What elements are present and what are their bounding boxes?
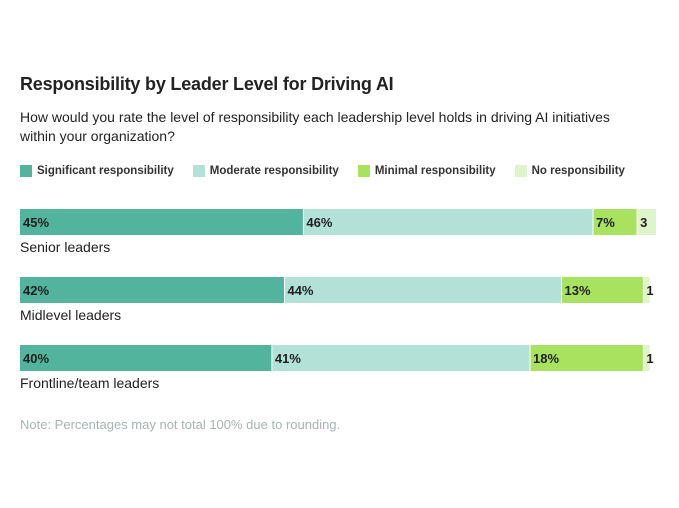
legend-item-significant: Significant responsibility [20, 165, 174, 177]
data-label-frontline-team-leaders-significant-responsibility: 40% [23, 351, 49, 366]
bar-midlevel-leaders-minimal-responsibility [561, 277, 644, 303]
legend-label-minimal: Minimal responsibility [374, 165, 496, 177]
bar-frontline-team-leaders-no-responsibility [643, 345, 650, 371]
bar-midlevel-leaders-significant-responsibility [20, 277, 285, 303]
bar-midlevel-leaders-no-responsibility [643, 277, 650, 303]
legend-item-moderate: Moderate responsibility [192, 165, 339, 177]
legend-swatch-minimal [357, 165, 370, 177]
bar-senior-leaders-minimal-responsibility [593, 209, 638, 235]
data-label-midlevel-leaders-no-responsibility: 1 [646, 283, 653, 298]
data-label-frontline-team-leaders-moderate-responsibility: 41% [275, 351, 301, 366]
category-label-senior-leaders: Senior leaders [20, 239, 110, 255]
legend-item-none: No responsibility [514, 165, 625, 177]
legend-swatch-significant [20, 165, 32, 177]
legend-label-significant: Significant responsibility [37, 165, 174, 177]
legend-label-moderate: Moderate responsibility [209, 165, 339, 177]
bar-frontline-team-leaders-minimal-responsibility [530, 345, 644, 371]
legend-label-none: No responsibility [531, 165, 625, 177]
data-label-senior-leaders-moderate-responsibility: 46% [306, 215, 332, 230]
bar-frontline-team-leaders-significant-responsibility [20, 345, 272, 371]
category-label-frontline-team-leaders: Frontline/team leaders [20, 375, 159, 391]
legend-swatch-moderate [192, 165, 205, 177]
data-label-senior-leaders-minimal-responsibility: 7% [596, 215, 615, 230]
category-label-midlevel-leaders: Midlevel leaders [20, 307, 121, 323]
bar-midlevel-leaders-moderate-responsibility [284, 277, 562, 303]
data-label-frontline-team-leaders-minimal-responsibility: 18% [533, 351, 559, 366]
chart-subtitle: How would you rate the level of responsi… [20, 109, 610, 144]
bar-frontline-team-leaders-moderate-responsibility [271, 345, 531, 371]
data-label-midlevel-leaders-moderate-responsibility: 44% [287, 283, 313, 298]
legend-item-minimal: Minimal responsibility [357, 165, 496, 177]
footnote: Note: Percentages may not total 100% due… [20, 417, 341, 432]
bar-senior-leaders-no-responsibility [637, 209, 656, 235]
data-label-senior-leaders-no-responsibility: 3 [640, 215, 647, 230]
data-label-senior-leaders-significant-responsibility: 45% [23, 215, 49, 230]
data-label-frontline-team-leaders-no-responsibility: 1 [646, 351, 653, 366]
legend-swatch-none [514, 165, 527, 177]
data-label-midlevel-leaders-minimal-responsibility: 13% [565, 283, 591, 298]
legend: Significant responsibility Moderate resp… [20, 165, 644, 177]
bar-senior-leaders-significant-responsibility [20, 209, 304, 235]
data-label-midlevel-leaders-significant-responsibility: 42% [23, 283, 49, 298]
bar-senior-leaders-moderate-responsibility [303, 209, 594, 235]
chart-title: Responsibility by Leader Level for Drivi… [20, 74, 394, 94]
